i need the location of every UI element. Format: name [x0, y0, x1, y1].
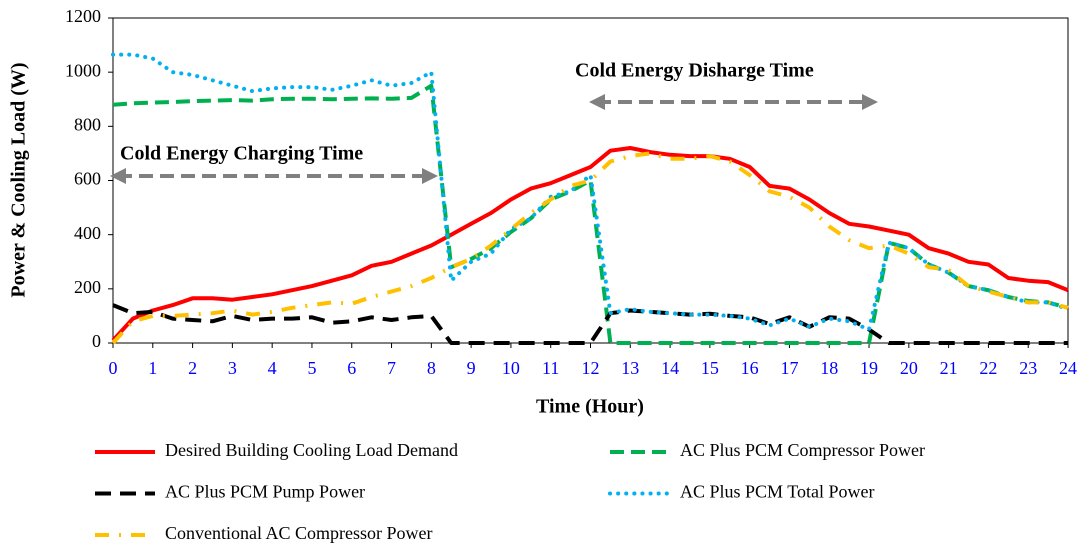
- x-tick-label: 8: [427, 358, 436, 378]
- x-tick-label: 9: [467, 358, 476, 378]
- x-tick-label: 7: [387, 358, 396, 378]
- y-tick-label: 400: [74, 223, 101, 243]
- series-line: [111, 146, 1069, 342]
- x-tick-label: 13: [621, 358, 639, 378]
- y-tick-label: 1000: [65, 60, 101, 80]
- legend-label: AC Plus PCM Total Power: [680, 482, 874, 502]
- x-tick-label: 4: [268, 358, 277, 378]
- x-tick-label: 2: [188, 358, 197, 378]
- x-tick-label: 6: [347, 358, 356, 378]
- y-axis-title: Power & Cooling Load (W): [8, 62, 30, 297]
- y-tick-label: 1200: [65, 6, 101, 26]
- y-tick-label: 200: [74, 277, 101, 297]
- x-tick-label: 18: [820, 358, 838, 378]
- y-tick-label: 0: [92, 331, 101, 351]
- x-tick-label: 12: [582, 358, 600, 378]
- series-line: [112, 303, 1068, 345]
- y-tick-label: 800: [74, 114, 101, 134]
- legend-label: Conventional AC Compressor Power: [165, 523, 433, 543]
- x-tick-label: 10: [502, 358, 520, 378]
- y-tick-label: 600: [74, 169, 101, 189]
- x-tick-label: 22: [979, 358, 997, 378]
- x-tick-label: 15: [701, 358, 719, 378]
- x-tick-label: 24: [1059, 358, 1077, 378]
- x-tick-label: 11: [542, 358, 559, 378]
- x-tick-label: 20: [900, 358, 918, 378]
- x-tick-label: 21: [940, 358, 958, 378]
- annotation: Cold Energy Disharge Time: [575, 60, 814, 82]
- series-line: [112, 83, 1069, 345]
- x-tick-label: 3: [228, 358, 237, 378]
- x-axis-title: Time (Hour): [536, 396, 644, 418]
- annotation: Cold Energy Charging Time: [120, 143, 363, 165]
- x-tick-label: 16: [741, 358, 759, 378]
- x-tick-label: 14: [661, 358, 679, 378]
- x-tick-label: 0: [109, 358, 118, 378]
- x-tick-label: 17: [780, 358, 798, 378]
- legend-label: AC Plus PCM Pump Power: [165, 482, 365, 502]
- x-tick-label: 19: [860, 358, 878, 378]
- x-tick-label: 5: [307, 358, 316, 378]
- x-tick-label: 1: [148, 358, 157, 378]
- x-tick-label: 23: [1019, 358, 1037, 378]
- legend-label: AC Plus PCM Compressor Power: [680, 440, 925, 460]
- legend-label: Desired Building Cooling Load Demand: [165, 440, 458, 460]
